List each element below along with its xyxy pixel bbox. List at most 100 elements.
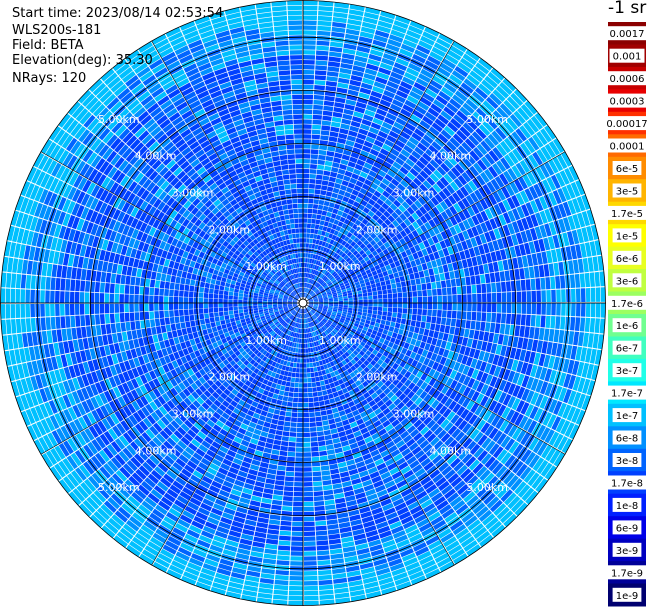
ppi-cell bbox=[342, 541, 355, 548]
ppi-cell bbox=[303, 521, 315, 527]
ppi-cell bbox=[309, 311, 313, 316]
ppi-cell bbox=[360, 567, 375, 575]
ppi-cell bbox=[361, 329, 367, 335]
ppi-cell bbox=[240, 492, 252, 500]
ppi-cell bbox=[367, 153, 377, 161]
ppi-cell bbox=[50, 448, 62, 463]
ppi-cell bbox=[306, 288, 309, 293]
ppi-cell bbox=[93, 511, 107, 524]
ppi-cell bbox=[190, 425, 200, 435]
ppi-cell bbox=[340, 531, 353, 538]
ppi-cell bbox=[447, 121, 459, 133]
ppi-cell bbox=[176, 495, 189, 505]
ppi-cell bbox=[201, 530, 214, 540]
ppi-cell bbox=[378, 67, 391, 76]
ppi-cell bbox=[316, 40, 330, 46]
ppi-cell bbox=[346, 166, 355, 173]
ppi-cell bbox=[371, 144, 382, 152]
ppi-cell bbox=[345, 317, 351, 321]
ppi-cell bbox=[333, 335, 339, 340]
ppi-cell bbox=[318, 316, 323, 320]
ppi-cell bbox=[330, 257, 336, 262]
ppi-cell bbox=[393, 121, 405, 131]
ppi-cell bbox=[254, 531, 267, 539]
ppi-cell bbox=[475, 466, 488, 478]
ppi-cell bbox=[421, 403, 431, 413]
ppi-cell bbox=[290, 551, 303, 556]
ppi-cell bbox=[388, 182, 397, 191]
ppi-cell bbox=[438, 462, 449, 473]
ppi-cell bbox=[342, 445, 351, 452]
ppi-cell bbox=[304, 308, 306, 314]
ppi-cell bbox=[70, 452, 82, 467]
ppi-cell bbox=[192, 492, 204, 502]
ppi-cell bbox=[277, 379, 283, 385]
ppi-cell bbox=[174, 523, 188, 533]
ppi-cell bbox=[351, 173, 360, 180]
ppi-cell bbox=[575, 409, 586, 425]
ppi-cell bbox=[222, 359, 230, 366]
ppi-cell bbox=[458, 211, 467, 221]
ppi-cell bbox=[433, 519, 447, 531]
ppi-cell bbox=[410, 394, 419, 403]
ppi-cell bbox=[457, 175, 468, 186]
ppi-cell bbox=[213, 399, 222, 408]
ppi-cell bbox=[211, 458, 222, 467]
ppi-cell bbox=[317, 317, 321, 322]
ppi-cell bbox=[532, 134, 544, 148]
ppi-cell bbox=[324, 242, 330, 248]
ppi-cell bbox=[311, 309, 316, 312]
ppi-cell bbox=[290, 561, 303, 566]
ppi-cell bbox=[270, 454, 279, 460]
ppi-cell bbox=[142, 417, 153, 428]
ppi-cell bbox=[369, 225, 377, 232]
ppi-cell bbox=[435, 95, 448, 106]
ppi-cell bbox=[309, 301, 314, 303]
ppi-cell bbox=[390, 148, 400, 157]
ppi-cell bbox=[271, 382, 277, 389]
ppi-cell bbox=[492, 430, 503, 443]
ppi-cell bbox=[323, 276, 328, 282]
ppi-cell bbox=[319, 589, 334, 595]
ppi-cell bbox=[378, 298, 383, 303]
ppi-cell bbox=[440, 200, 449, 211]
ppi-cell bbox=[306, 283, 309, 288]
ppi-cell bbox=[505, 184, 515, 197]
ppi-cell bbox=[221, 337, 228, 344]
ppi-cell bbox=[574, 317, 581, 331]
ppi-cell bbox=[433, 267, 439, 275]
ppi-cell bbox=[338, 296, 343, 300]
ppi-cell bbox=[303, 358, 307, 363]
ppi-cell bbox=[332, 111, 343, 118]
ppi-cell bbox=[382, 453, 393, 462]
ppi-cell bbox=[514, 348, 522, 360]
ppi-cell bbox=[316, 540, 329, 546]
ppi-cell bbox=[323, 264, 328, 269]
ppi-cell bbox=[162, 544, 177, 555]
ppi-cell bbox=[528, 454, 540, 469]
ppi-cell bbox=[310, 248, 315, 254]
ppi-cell bbox=[310, 253, 314, 259]
ppi-cell bbox=[250, 372, 257, 379]
ppi-cell bbox=[318, 300, 324, 303]
ppi-cell bbox=[324, 286, 330, 290]
ppi-cell bbox=[416, 436, 426, 446]
ppi-cell bbox=[341, 118, 352, 125]
ppi-cell bbox=[356, 233, 363, 240]
ppi-cell bbox=[317, 355, 322, 361]
ppi-cell bbox=[339, 435, 348, 442]
ppi-cell bbox=[373, 436, 383, 445]
ppi-cell bbox=[332, 568, 346, 575]
ppi-cell bbox=[467, 519, 481, 531]
ppi-cell bbox=[63, 409, 73, 423]
ppi-cell bbox=[311, 280, 315, 285]
ppi-cell bbox=[301, 318, 303, 324]
ppi-cell bbox=[76, 389, 85, 402]
ppi-cell bbox=[422, 443, 433, 453]
ppi-cell bbox=[457, 61, 472, 74]
ppi-cell bbox=[255, 328, 261, 333]
ppi-cell bbox=[351, 273, 357, 278]
ppi-cell bbox=[363, 12, 379, 20]
ppi-cell bbox=[303, 551, 317, 556]
ppi-cell bbox=[339, 394, 346, 401]
